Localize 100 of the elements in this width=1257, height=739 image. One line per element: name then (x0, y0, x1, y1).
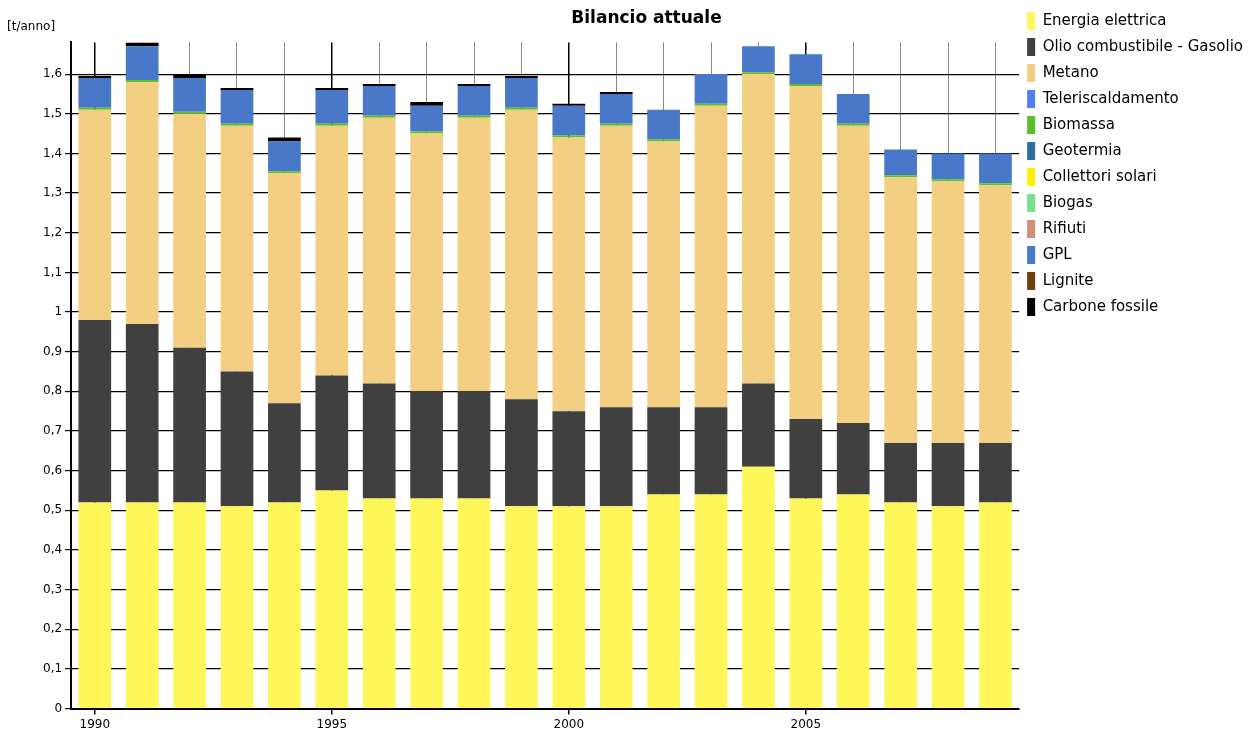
bar (410, 133, 443, 392)
bar (552, 506, 586, 708)
bar (315, 490, 349, 708)
y-tick-label: 1,6 (42, 66, 63, 81)
bar (742, 383, 775, 467)
bar (78, 502, 112, 708)
bar (268, 502, 301, 708)
legend-label: Geotermia (1042, 140, 1122, 159)
y-tick-label: 0,7 (42, 423, 63, 438)
bar (268, 173, 301, 404)
bar (647, 494, 680, 708)
bar (931, 181, 965, 443)
bar (457, 117, 491, 392)
bar (220, 125, 254, 372)
bar (125, 323, 159, 503)
legend-label: Collettori solari (1042, 166, 1157, 185)
bar (362, 86, 396, 116)
bar (268, 403, 301, 503)
legend-label: Energia elettrica (1042, 10, 1167, 29)
bar (410, 391, 443, 499)
bar (694, 105, 728, 408)
y-tick-label: 0,6 (42, 462, 63, 477)
y-tick-label: 0,3 (42, 581, 63, 596)
bar (78, 319, 112, 503)
bar (125, 502, 159, 708)
bar (410, 105, 443, 132)
bar (125, 82, 159, 324)
bar (836, 125, 870, 424)
bar (173, 502, 206, 708)
y-tick-label: 1,5 (42, 105, 63, 120)
bar (599, 506, 633, 708)
bar (931, 506, 965, 708)
chart-title: Bilancio attuale (571, 6, 722, 27)
bar (599, 125, 633, 408)
bar (789, 498, 823, 708)
y-tick-label: 1,2 (42, 224, 63, 239)
bar (836, 423, 870, 495)
bar (789, 86, 823, 420)
bar (268, 137, 301, 142)
bar (410, 498, 443, 708)
bar (836, 494, 870, 708)
bar (931, 153, 965, 180)
bar (552, 105, 586, 136)
bar (647, 141, 680, 408)
bar (742, 466, 775, 708)
bar (315, 125, 349, 376)
legend-label: Metano (1042, 62, 1099, 81)
legend-label: Olio combustibile - Gasolio (1042, 36, 1244, 55)
bar (742, 74, 775, 384)
x-tick-label: 1995 (316, 716, 348, 731)
bar (410, 101, 443, 106)
bar (836, 93, 870, 124)
bar (694, 494, 728, 708)
bar (979, 442, 1012, 503)
bar (884, 177, 917, 443)
y-tick-label: 0,2 (42, 621, 63, 636)
y-tick-label: 1,1 (42, 264, 63, 279)
legend-label: Biogas (1042, 192, 1093, 211)
bar (552, 137, 586, 412)
bar (789, 419, 823, 499)
x-tick-label: 1990 (79, 716, 111, 731)
bar (884, 149, 917, 176)
y-tick-label: 1,4 (42, 145, 63, 160)
bar (505, 399, 538, 507)
bar (315, 89, 349, 124)
bar (552, 411, 586, 507)
bar (78, 109, 112, 320)
y-tick-label: 0,5 (42, 502, 63, 517)
bar (694, 74, 728, 104)
bar (505, 109, 538, 400)
bar (884, 442, 917, 503)
legend-label: Biomassa (1042, 114, 1115, 133)
x-tick-label: 2000 (553, 716, 585, 731)
bar (315, 375, 349, 491)
bar (979, 153, 1012, 184)
bar (362, 117, 396, 384)
bar (599, 407, 633, 507)
bar (789, 54, 823, 85)
bar (220, 89, 254, 124)
bar (931, 442, 965, 507)
y-axis-title: [t/anno] (7, 18, 56, 33)
legend-label: Carbone fossile (1042, 296, 1159, 315)
bar (173, 113, 206, 348)
bar (647, 407, 680, 495)
bar (220, 506, 254, 708)
bar (362, 383, 396, 499)
y-tick-label: 0,4 (42, 542, 63, 557)
bar (505, 78, 538, 108)
y-tick-label: 1 (54, 304, 63, 319)
bar (505, 506, 538, 708)
bar (173, 347, 206, 503)
bar (362, 498, 396, 708)
legend-label: Rifiuti (1042, 218, 1087, 237)
bar (599, 93, 633, 124)
bar (457, 498, 491, 708)
bar (457, 86, 491, 116)
y-tick-label: 0,9 (42, 343, 63, 358)
y-tick-label: 0,1 (42, 661, 63, 676)
bar (884, 502, 917, 708)
bar (694, 407, 728, 495)
